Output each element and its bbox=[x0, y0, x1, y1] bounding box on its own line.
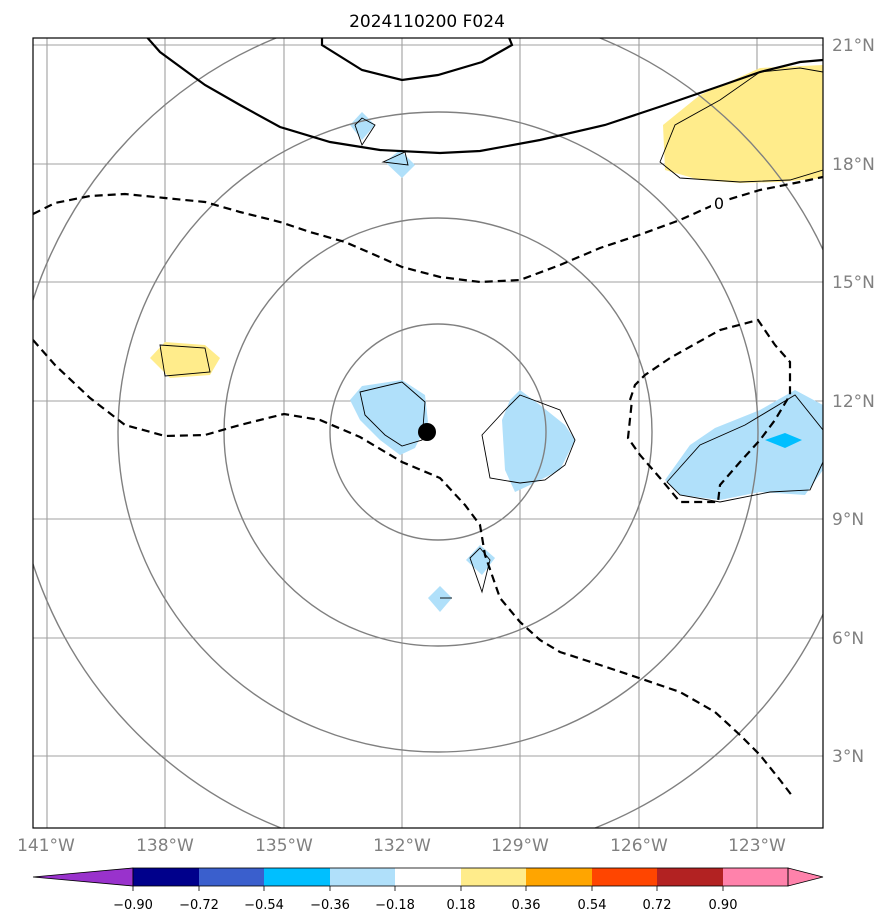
colorbar-label: −0.54 bbox=[244, 898, 284, 913]
colorbar-outline bbox=[132, 867, 789, 887]
colorbar-segment bbox=[723, 868, 788, 886]
longitude-labels: 141°W 138°W 135°W 132°W 129°W 126°W 123°… bbox=[17, 836, 786, 856]
lon-label-123w: 123°W bbox=[728, 836, 786, 856]
thin-contours bbox=[159, 67, 823, 599]
lon-label-138w: 138°W bbox=[136, 836, 194, 856]
colorbar-label: −0.90 bbox=[113, 898, 153, 913]
lon-label-132w: 132°W bbox=[373, 836, 431, 856]
colorbar-segment bbox=[395, 868, 461, 886]
map-frame bbox=[32, 37, 824, 829]
colorbar-label: 0.72 bbox=[643, 898, 672, 913]
lat-label-6n: 6°N bbox=[832, 629, 864, 649]
lat-label-15n: 15°N bbox=[832, 273, 875, 293]
lon-label-135w: 135°W bbox=[255, 836, 313, 856]
colorbar-extend-high bbox=[787, 867, 824, 887]
solid-contours bbox=[146, 38, 823, 155]
colorbar-segment bbox=[592, 868, 657, 886]
shading-negative bbox=[350, 112, 823, 612]
colorbar: −0.90 −0.72 −0.54 −0.36 −0.18 0.18 0.36 … bbox=[32, 867, 824, 913]
colorbar-segment bbox=[526, 868, 592, 886]
colorbar-label: −0.36 bbox=[310, 898, 350, 913]
colorbar-extend-low bbox=[32, 867, 134, 887]
dashed-contours bbox=[33, 175, 823, 798]
lat-label-3n: 3°N bbox=[832, 747, 864, 767]
shading-strong-negative bbox=[765, 433, 802, 448]
colorbar-label: −0.72 bbox=[179, 898, 219, 913]
range-rings bbox=[33, 38, 823, 828]
colorbar-segment bbox=[133, 868, 199, 886]
lon-label-141w: 141°W bbox=[17, 836, 75, 856]
lat-label-18n: 18°N bbox=[832, 155, 875, 175]
lon-label-129w: 129°W bbox=[491, 836, 549, 856]
lat-label-9n: 9°N bbox=[832, 510, 864, 530]
latitude-labels: 21°N 18°N 15°N 12°N 9°N 6°N 3°N bbox=[832, 36, 875, 767]
contour-label-bg bbox=[711, 193, 727, 211]
colorbar-label: 0.36 bbox=[512, 898, 541, 913]
shading-positive bbox=[150, 65, 823, 378]
colorbar-label: −0.18 bbox=[375, 898, 415, 913]
colorbar-segment bbox=[330, 868, 395, 886]
lat-label-21n: 21°N bbox=[832, 36, 875, 56]
lat-label-12n: 12°N bbox=[832, 392, 875, 412]
colorbar-segment bbox=[657, 868, 723, 886]
colorbar-segment bbox=[199, 868, 264, 886]
colorbar-label: 0.90 bbox=[709, 898, 738, 913]
storm-center-marker bbox=[418, 423, 436, 441]
colorbar-label: 0.18 bbox=[447, 898, 476, 913]
contour-label: 0 bbox=[714, 194, 724, 213]
figure-title: 2024110200 F024 bbox=[349, 12, 505, 32]
colorbar-label: 0.54 bbox=[578, 898, 607, 913]
lon-label-126w: 126°W bbox=[610, 836, 668, 856]
colorbar-segment bbox=[461, 868, 526, 886]
colorbar-segment bbox=[264, 868, 330, 886]
